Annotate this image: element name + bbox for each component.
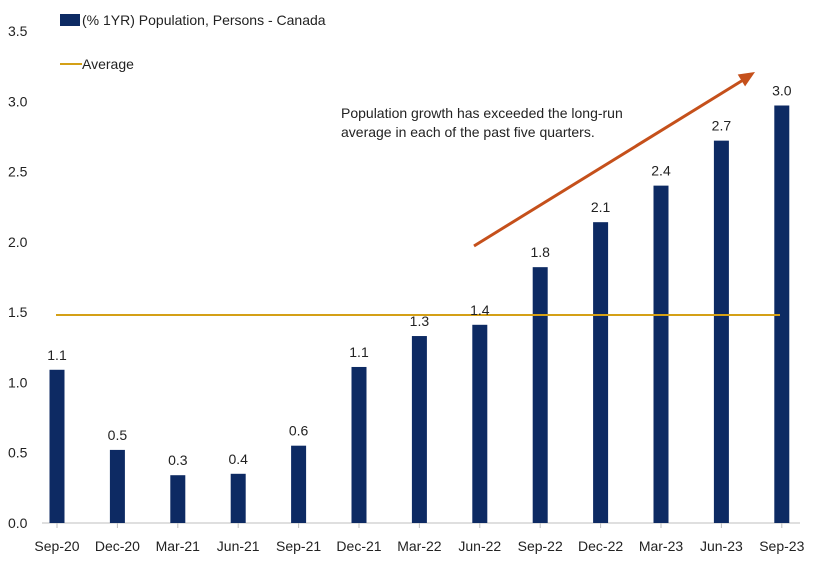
y-tick-label: 1.5 xyxy=(8,304,28,320)
bar xyxy=(713,140,729,523)
bar xyxy=(532,267,548,523)
x-tick-label: Mar-21 xyxy=(156,538,201,554)
annotation-line-1: Population growth has exceeded the long-… xyxy=(341,105,623,121)
x-tick-label: Dec-20 xyxy=(95,538,140,554)
y-tick-label: 3.5 xyxy=(8,23,28,39)
legend-label-average: Average xyxy=(82,56,134,72)
y-tick-label: 2.0 xyxy=(8,234,28,250)
bar xyxy=(472,324,488,523)
bar-value-label: 1.1 xyxy=(349,344,369,360)
legend-label-population: (% 1YR) Population, Persons - Canada xyxy=(82,12,326,28)
trend-arrowhead xyxy=(737,72,755,87)
bar-value-label: 2.7 xyxy=(712,118,732,134)
x-axis: Sep-20 Dec-20 Mar-21 Jun-21 Sep-21 Dec-21 Mar-… xyxy=(34,523,805,554)
y-tick-label: 2.5 xyxy=(8,164,28,180)
x-tick-label: Sep-23 xyxy=(759,538,804,554)
bar xyxy=(593,222,609,524)
bar-value-label: 1.3 xyxy=(410,313,430,329)
y-tick-label: 1.0 xyxy=(8,374,28,390)
bar xyxy=(351,366,367,523)
x-tick-label: Dec-22 xyxy=(578,538,623,554)
y-tick-label: 3.0 xyxy=(8,93,28,109)
y-axis: 0.0 0.5 1.0 1.5 2.0 2.5 3.0 3.5 xyxy=(8,23,28,531)
x-tick-label: Jun-22 xyxy=(458,538,501,554)
x-tick-label: Jun-23 xyxy=(700,538,743,554)
bar-value-label: 2.1 xyxy=(591,199,611,215)
bar-series xyxy=(49,105,790,524)
y-tick-label: 0.0 xyxy=(8,515,28,531)
annotation-line-2: average in each of the past five quarter… xyxy=(341,124,595,140)
x-tick-label: Dec-21 xyxy=(336,538,381,554)
bar xyxy=(774,105,790,523)
bar-value-label: 0.6 xyxy=(289,423,309,439)
x-tick-label: Mar-23 xyxy=(639,538,684,554)
data-labels: 1.1 0.5 0.3 0.4 0.6 1.1 1.3 1.4 1.8 2.1 2.4 2.7 3.0 xyxy=(47,83,791,469)
annotation: Population growth has exceeded the long-… xyxy=(341,72,755,248)
bar xyxy=(411,336,427,523)
x-tick-label: Mar-22 xyxy=(397,538,442,554)
bar xyxy=(49,369,65,523)
trend-arrow xyxy=(473,75,749,248)
bar xyxy=(230,473,246,523)
legend-swatch-population xyxy=(60,14,80,26)
bar-value-label: 0.5 xyxy=(108,427,128,443)
x-tick-label: Sep-20 xyxy=(34,538,79,554)
bar-value-label: 0.3 xyxy=(168,452,188,468)
x-tick-label: Jun-21 xyxy=(217,538,260,554)
bar-value-label: 3.0 xyxy=(772,83,792,99)
bar-value-label: 0.4 xyxy=(228,451,248,467)
bar xyxy=(170,475,186,523)
bar-value-label: 2.4 xyxy=(651,163,671,179)
x-tick-label: Sep-21 xyxy=(276,538,321,554)
bar xyxy=(109,449,125,523)
bar-value-label: 1.8 xyxy=(530,244,550,260)
bar-value-label: 1.1 xyxy=(47,347,67,363)
x-tick-label: Sep-22 xyxy=(518,538,563,554)
bar xyxy=(291,445,307,523)
bar xyxy=(653,185,669,523)
legend: (% 1YR) Population, Persons - Canada Ave… xyxy=(60,12,326,72)
bar-value-label: 1.4 xyxy=(470,302,490,318)
y-tick-label: 0.5 xyxy=(8,445,28,461)
